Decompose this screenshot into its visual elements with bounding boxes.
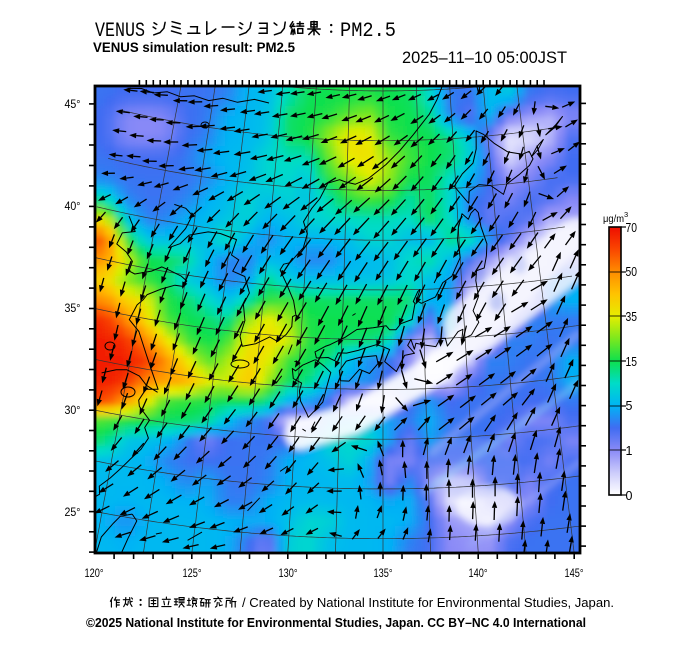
svg-text:50: 50 — [626, 265, 638, 279]
svg-text:30°: 30° — [65, 405, 81, 417]
svg-text:/ Created by National Institut: / Created by National Institute for Envi… — [242, 595, 614, 610]
svg-text:40°: 40° — [65, 201, 81, 213]
svg-text:VENUS simulation result: PM2.5: VENUS simulation result: PM2.5 — [93, 40, 295, 55]
svg-text:35: 35 — [626, 310, 638, 324]
svg-text:25°: 25° — [65, 507, 81, 519]
svg-text:0: 0 — [626, 489, 633, 503]
svg-text:120°: 120° — [85, 568, 104, 580]
svg-text:70: 70 — [626, 221, 638, 235]
svg-text:135°: 135° — [374, 568, 393, 580]
svg-text:35°: 35° — [65, 303, 81, 315]
svg-text:VENUS: VENUS — [95, 20, 145, 43]
svg-text:3: 3 — [624, 210, 628, 219]
svg-text:130°: 130° — [279, 568, 298, 580]
svg-text:©2025 National Institute for E: ©2025 National Institute for Environment… — [86, 615, 586, 630]
svg-text:5: 5 — [626, 399, 633, 413]
svg-text:140°: 140° — [469, 568, 488, 580]
svg-text:1: 1 — [626, 444, 633, 458]
svg-text:μg/m: μg/m — [603, 213, 624, 225]
svg-text:PM2.5: PM2.5 — [340, 20, 396, 43]
svg-text:145°: 145° — [565, 568, 584, 580]
svg-text:2025–11–10 05:00JST: 2025–11–10 05:00JST — [402, 48, 567, 67]
svg-text:125°: 125° — [183, 568, 202, 580]
svg-text:45°: 45° — [65, 99, 81, 111]
svg-text:15: 15 — [626, 355, 638, 369]
